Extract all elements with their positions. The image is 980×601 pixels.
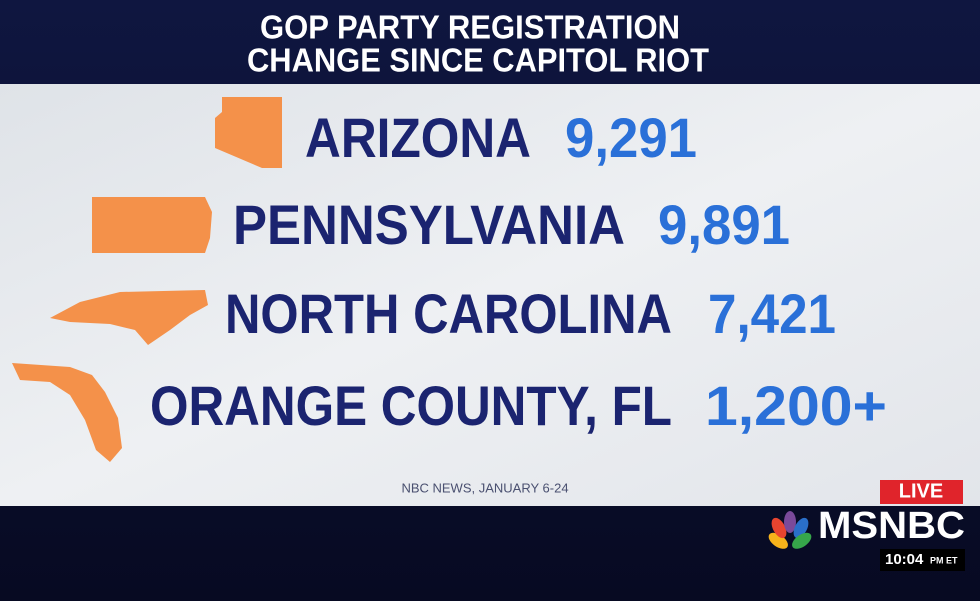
row-label: ARIZONA (305, 106, 531, 169)
row-value: 9,891 (658, 193, 790, 256)
source-note: NBC NEWS, JANUARY 6-24 (401, 480, 568, 495)
arizona-shape (215, 97, 282, 168)
title-line: GOP PARTY REGISTRATION (260, 9, 680, 46)
live-badge (880, 480, 963, 504)
network-name: MSNBC (818, 505, 965, 547)
row-label: ORANGE COUNTY, FL (150, 374, 672, 437)
clock-box (880, 549, 965, 571)
clock-zone: PM ET (930, 555, 958, 565)
florida-shape (12, 363, 122, 462)
pennsylvania-shape (92, 197, 212, 253)
peacock-logo (768, 511, 812, 549)
row-label: PENNSYLVANIA (233, 193, 625, 256)
north-carolina-shape (50, 290, 208, 345)
row-value: 1,200+ (705, 374, 887, 437)
row-label: NORTH CAROLINA (225, 282, 672, 345)
live-label: LIVE (899, 480, 943, 502)
row-value: 7,421 (708, 282, 836, 345)
clock-time: 10:04 (885, 551, 924, 568)
title-line: CHANGE SINCE CAPITOL RIOT (247, 42, 709, 79)
row-value: 9,291 (565, 106, 697, 169)
